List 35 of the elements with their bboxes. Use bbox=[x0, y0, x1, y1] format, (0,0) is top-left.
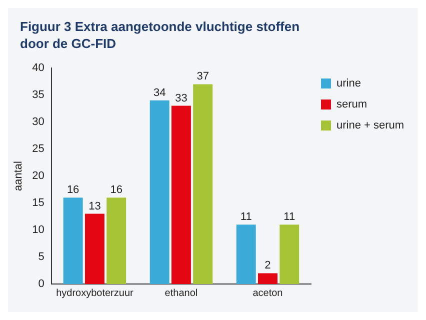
y-tick-label: 30 bbox=[32, 116, 44, 128]
y-tick-label: 5 bbox=[38, 251, 44, 264]
x-tick-label: aceton bbox=[252, 288, 283, 299]
legend-label: serum bbox=[336, 98, 368, 111]
bar bbox=[171, 106, 191, 284]
data-label: 13 bbox=[88, 200, 101, 212]
data-label: 33 bbox=[175, 92, 188, 104]
legend-label: urine bbox=[336, 78, 361, 90]
y-tick-label: 15 bbox=[32, 197, 44, 210]
legend-label: urine + serum bbox=[336, 120, 404, 132]
x-tick-label: hydroxyboterzuur bbox=[56, 288, 134, 299]
y-axis-title: aantal bbox=[12, 161, 25, 191]
data-label: 11 bbox=[284, 211, 296, 224]
y-tick-label: 25 bbox=[32, 143, 44, 156]
bar bbox=[280, 224, 300, 284]
data-label: 16 bbox=[66, 184, 80, 196]
y-tick-label: 10 bbox=[32, 224, 44, 236]
data-label: 11 bbox=[240, 211, 252, 224]
data-label: 37 bbox=[196, 70, 209, 83]
bar bbox=[106, 198, 126, 284]
data-label: 16 bbox=[110, 184, 122, 196]
y-tick-label: 20 bbox=[32, 170, 44, 182]
bar bbox=[84, 214, 104, 284]
bar bbox=[150, 100, 170, 284]
chart-title: Figuur 3 Extra aangetoonde vluchtige stoffen door de GC-FID bbox=[19, 18, 301, 52]
bar bbox=[236, 224, 256, 284]
data-label: 2 bbox=[264, 260, 271, 272]
y-tick-label: 0 bbox=[38, 278, 44, 290]
bar bbox=[193, 84, 213, 284]
bar bbox=[63, 198, 83, 284]
y-tick-label: 35 bbox=[32, 89, 44, 102]
x-tick-label: ethanol bbox=[164, 288, 198, 299]
y-tick-label: 40 bbox=[32, 62, 44, 74]
data-label: 34 bbox=[153, 86, 166, 99]
bar bbox=[258, 273, 278, 284]
